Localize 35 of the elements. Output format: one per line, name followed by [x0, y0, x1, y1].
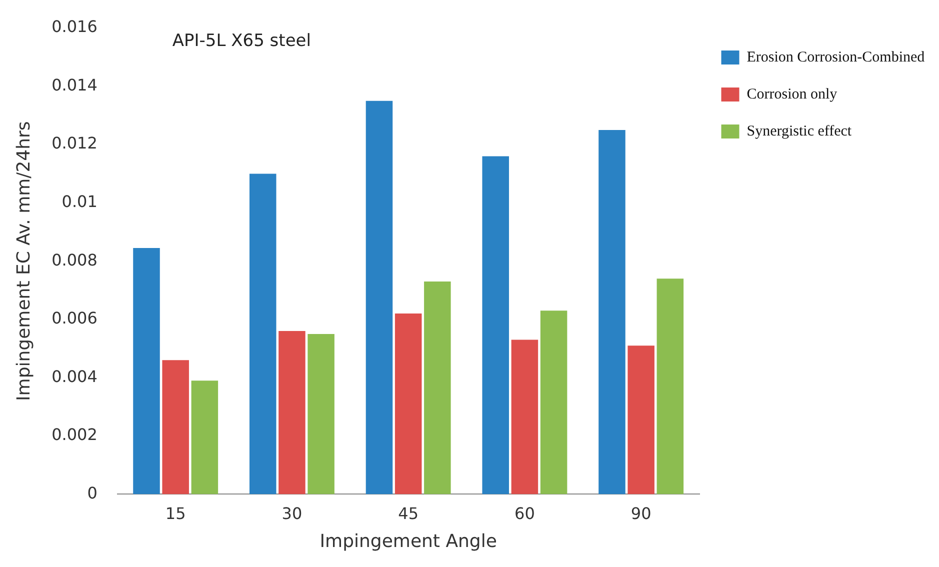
bar — [598, 130, 626, 494]
bar — [162, 360, 189, 494]
y-tick-label: 0.016 — [52, 17, 98, 36]
bar — [278, 331, 306, 494]
legend-label: Synergistic effect — [746, 123, 852, 140]
y-axis-title: Impingement EC Av. mm/24hrs — [13, 121, 34, 402]
x-tick-label: 45 — [398, 504, 419, 523]
x-axis-title: Impingement Angle — [320, 530, 497, 552]
bar — [424, 281, 451, 494]
bar — [366, 100, 393, 494]
bar — [656, 278, 684, 494]
y-tick-label: 0.004 — [52, 366, 98, 386]
y-tick-label: 0.014 — [52, 75, 98, 94]
bar — [482, 156, 509, 494]
y-tick-label: 0.01 — [62, 192, 98, 211]
bar — [628, 346, 654, 494]
bar — [511, 340, 538, 494]
legend-label: Erosion Corrosion-Combined — [746, 49, 926, 66]
x-tick-label: 60 — [514, 504, 535, 523]
y-tick-label: 0.006 — [52, 308, 98, 328]
y-tick-label: 0.012 — [52, 134, 98, 153]
bar — [133, 248, 160, 494]
bar — [191, 380, 218, 494]
y-tick-label: 0.008 — [52, 250, 98, 270]
x-tick-label: 90 — [630, 504, 652, 523]
bar — [540, 310, 568, 494]
annotation: API-5L X65 steel — [172, 30, 311, 51]
bar — [308, 334, 334, 494]
legend-label: Corrosion only — [746, 86, 838, 102]
bar — [394, 314, 422, 494]
y-tick-label: 0.002 — [52, 425, 98, 444]
bar — [249, 174, 276, 494]
y-tick-label: 0 — [87, 483, 98, 502]
x-tick-label: 30 — [282, 504, 302, 523]
x-tick-label: 15 — [165, 504, 186, 523]
